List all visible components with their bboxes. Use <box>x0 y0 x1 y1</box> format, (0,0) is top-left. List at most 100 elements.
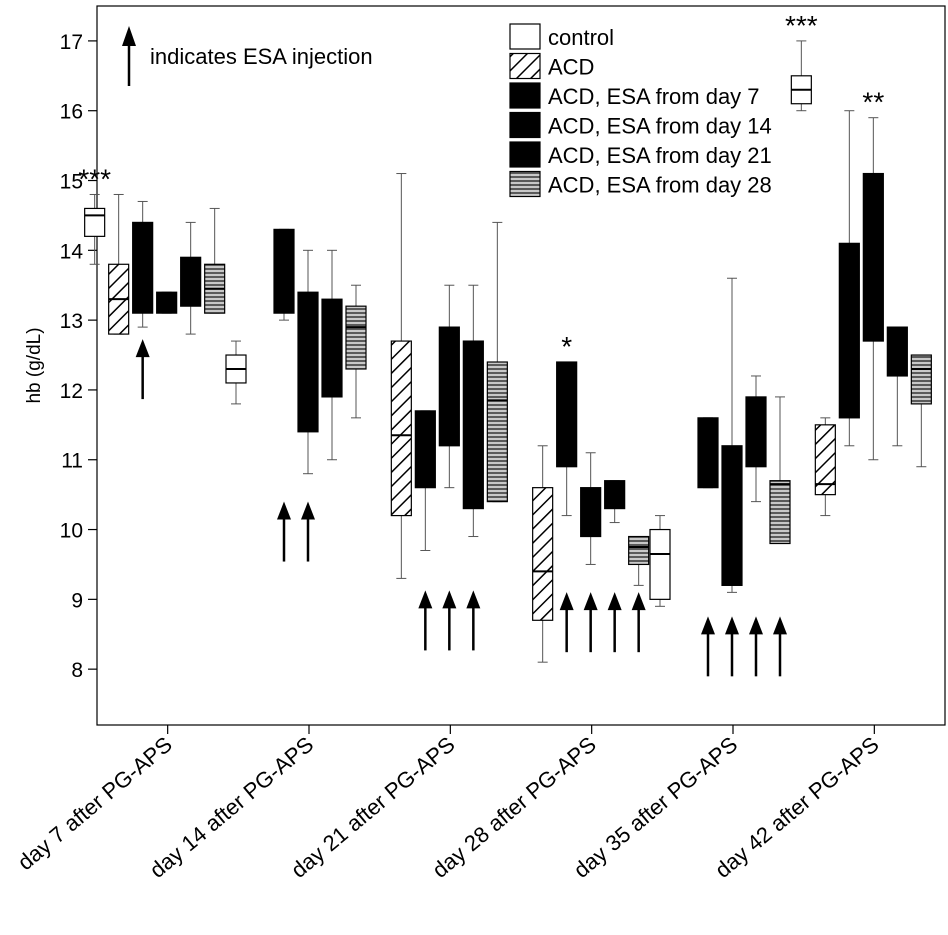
y-axis-label: hb (g/dL) <box>24 327 45 403</box>
box-body <box>297 291 319 433</box>
arrow-head <box>277 501 291 520</box>
legend-item-control: control <box>509 23 614 50</box>
legend-item-acd-esa-from-day-7: ACD, ESA from day 7 <box>509 82 760 109</box>
box-acd-esa-from-day-28-cat0 <box>204 207 226 314</box>
box-acd-esa-from-day-7-cat5 <box>838 110 860 447</box>
y-tick-label: 15 <box>60 171 83 194</box>
arrow-head <box>725 616 739 635</box>
box-acd-esa-from-day-7-cat1 <box>273 228 295 321</box>
box-acd-esa-from-day-14-cat5 <box>862 117 884 461</box>
box-acd-cat0 <box>108 193 130 335</box>
box-body <box>84 207 106 237</box>
box-body <box>721 445 743 586</box>
arrow-head <box>418 590 433 609</box>
y-tick-label: 8 <box>71 659 83 682</box>
box-body <box>321 298 343 398</box>
box-control-cat4 <box>649 515 671 607</box>
box-acd-esa-from-day-28-cat2 <box>486 221 508 503</box>
box-acd-esa-from-day-28-cat3 <box>628 535 650 586</box>
legend-swatch <box>509 52 541 80</box>
box-acd-esa-from-day-7-cat0 <box>132 200 154 328</box>
esa-injection-arrow <box>466 590 481 651</box>
esa-injection-arrow <box>301 501 315 562</box>
legend-swatch <box>509 23 541 50</box>
esa-injection-arrow <box>607 592 622 653</box>
legend-swatch <box>509 82 541 109</box>
legend-item-acd-esa-from-day-21: ACD, ESA from day 21 <box>509 141 772 168</box>
esa-injection-arrow <box>773 616 787 677</box>
arrow-head <box>301 501 315 520</box>
arrow-head <box>583 592 598 611</box>
y-tick-label: 12 <box>60 380 83 403</box>
box-body <box>180 256 202 307</box>
significance-marker: ** <box>862 87 884 118</box>
box-control-cat0 <box>84 193 106 265</box>
box-acd-esa-from-day-14-cat1 <box>297 249 319 475</box>
arrow-head <box>701 616 715 635</box>
arrow-head <box>135 339 150 358</box>
box-body <box>814 424 836 496</box>
box-body <box>910 354 932 405</box>
arrow-head <box>631 592 646 611</box>
significance-marker: * <box>561 331 572 362</box>
box-acd-esa-from-day-21-cat1 <box>321 249 343 461</box>
arrow-legend-text: indicates ESA injection <box>150 44 373 69</box>
arrow-legend: indicates ESA injection <box>122 26 373 86</box>
esa-injection-arrow <box>701 616 715 677</box>
esa-injection-arrow <box>135 339 150 400</box>
box-body <box>132 221 154 314</box>
box-acd-cat5 <box>814 417 836 517</box>
x-tick-label: day 7 after PG-APS <box>13 732 177 875</box>
box-acd-esa-from-day-14-cat0 <box>156 291 178 314</box>
box-body <box>273 228 295 314</box>
arrow-head <box>607 592 622 611</box>
esa-injection-arrow <box>725 616 739 677</box>
legend-item-acd-esa-from-day-14: ACD, ESA from day 14 <box>509 111 772 139</box>
box-body <box>462 340 484 510</box>
esa-injection-arrow <box>583 592 598 653</box>
box-body <box>414 410 436 489</box>
esa-injection-arrow <box>277 501 291 562</box>
box-body <box>838 242 860 419</box>
legend-swatch <box>509 170 541 198</box>
arrow-head <box>559 592 574 611</box>
box-body <box>628 535 650 566</box>
box-body <box>604 480 626 510</box>
legend-label: ACD, ESA from day 7 <box>548 84 760 109</box>
arrow-head <box>773 616 787 635</box>
y-tick-label: 11 <box>61 450 83 473</box>
esa-injection-arrow <box>559 592 574 653</box>
arrow-head <box>466 590 481 609</box>
arrow-head <box>442 590 457 609</box>
box-control-cat5 <box>790 40 812 112</box>
box-body <box>697 417 719 489</box>
legend-label: ACD, ESA from day 28 <box>548 173 772 198</box>
legend-item-acd-esa-from-day-28: ACD, ESA from day 28 <box>509 170 772 198</box>
esa-injection-arrow <box>442 590 457 651</box>
legend-label: ACD, ESA from day 21 <box>548 143 772 168</box>
box-acd-esa-from-day-7-cat2 <box>414 410 436 551</box>
arrow-head <box>749 616 763 635</box>
arrow-legend-head <box>122 26 136 46</box>
y-tick-label: 14 <box>60 240 84 263</box>
box-acd-esa-from-day-21-cat0 <box>180 221 202 335</box>
significance-marker: *** <box>78 163 111 194</box>
legend-item-acd: ACD <box>509 52 594 80</box>
box-acd-esa-from-day-7-cat3 <box>556 361 578 517</box>
box-body <box>580 487 602 538</box>
legend-label: control <box>548 25 614 50</box>
box-body <box>745 396 767 468</box>
box-acd-cat3 <box>532 445 554 663</box>
box-control-cat1 <box>225 340 247 405</box>
box-acd-esa-from-day-14-cat3 <box>580 452 602 565</box>
box-acd-esa-from-day-21-cat3 <box>604 480 626 524</box>
y-tick-label: 13 <box>60 310 83 333</box>
box-acd-esa-from-day-7-cat4 <box>697 417 719 489</box>
box-body <box>156 291 178 314</box>
box-body <box>769 480 791 545</box>
box-acd-esa-from-day-21-cat5 <box>886 326 908 447</box>
box-acd-esa-from-day-14-cat4 <box>721 277 743 593</box>
box-body <box>345 305 367 370</box>
